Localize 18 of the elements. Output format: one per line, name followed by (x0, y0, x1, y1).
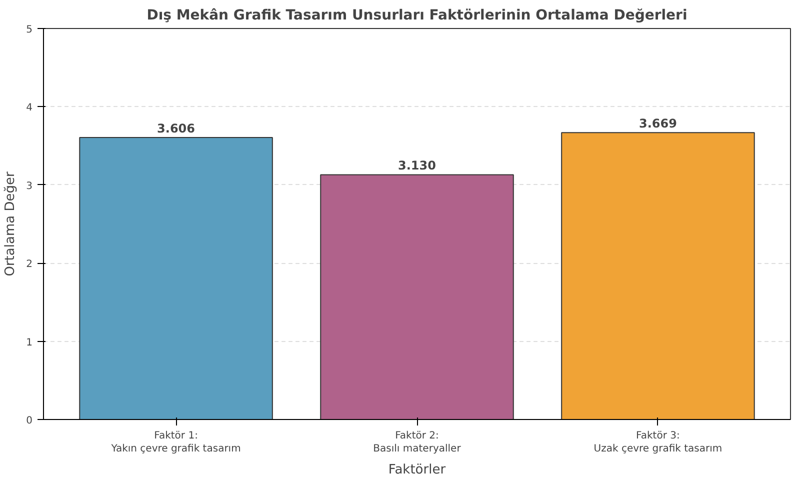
x-tick-label: Faktör 1: Yakın çevre grafik tasarım (110, 430, 241, 455)
data-label: 3.606 (157, 122, 196, 136)
data-label: 3.130 (398, 158, 436, 173)
y-tick-label: 2 (26, 259, 33, 270)
y-tick-label: 4 (26, 102, 33, 114)
y-tick-label: 5 (26, 24, 33, 36)
x-tick-label: Faktör 3: Uzak çevre grafik tasarım (594, 430, 722, 455)
y-tick-label: 3 (26, 180, 33, 192)
y-axis-title: Ortalama Değer (3, 171, 18, 276)
bar (561, 132, 755, 420)
y-tick-label: 0 (26, 416, 33, 426)
x-axis-title: Faktörler (388, 462, 446, 478)
x-tick-label: Faktör 2: Basılı materyaller (373, 430, 462, 455)
bar (79, 137, 273, 420)
data-label: 3.669 (638, 116, 677, 131)
chart-title: Dış Mekân Grafik Tasarım Unsurları Faktörlerinin Ortalama Değerleri (146, 8, 688, 24)
y-tick-label: 1 (26, 337, 33, 348)
bar (320, 174, 514, 420)
